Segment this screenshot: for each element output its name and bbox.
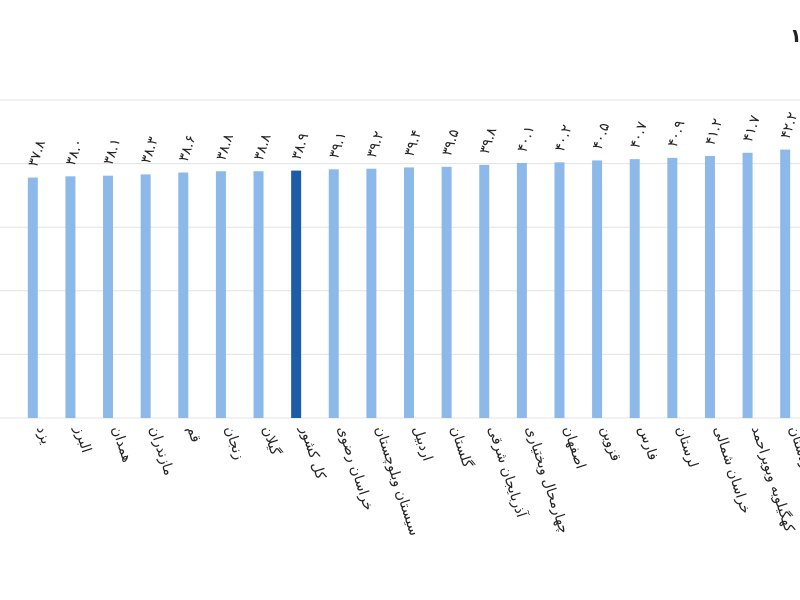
value-label: ۴۲.۲ — [778, 110, 800, 141]
value-label: ۳۸.۱ — [101, 136, 125, 167]
x-tick-label: خراسان رضوی — [334, 424, 376, 512]
value-label: ۳۸.۰ — [63, 137, 87, 168]
x-tick-label: گلستان — [447, 424, 476, 470]
x-tick-label: کردستان — [785, 424, 800, 478]
value-label: ۴۱.۷ — [740, 113, 764, 144]
value-label: ۴۰.۹ — [665, 118, 689, 149]
chart-title: سالانه کالاها و خدمات مصرفی خانوارهای کش… — [790, 25, 800, 47]
bar — [103, 175, 114, 418]
value-label: ۳۹.۱ — [326, 130, 350, 161]
bar — [27, 177, 38, 418]
value-label: ۳۸.۳ — [138, 135, 162, 166]
x-tick-label: گیلان — [259, 424, 284, 458]
bar — [554, 162, 565, 418]
value-label: ۴۱.۲ — [703, 117, 727, 148]
x-tick-label: کل کشور — [296, 423, 329, 481]
bar — [479, 164, 490, 418]
bar — [291, 170, 302, 418]
x-tick-label: مازندران — [146, 424, 177, 477]
value-label: ۳۹.۸ — [477, 125, 501, 156]
bar — [667, 157, 678, 418]
value-label: ۳۹.۴ — [402, 128, 426, 159]
x-tick-label: یزد — [33, 424, 54, 446]
bar — [441, 166, 452, 418]
value-label: ۴۰.۲ — [552, 123, 576, 154]
bar — [780, 149, 791, 418]
bar — [253, 171, 264, 418]
bar — [516, 162, 527, 418]
value-label: ۳۸.۶ — [176, 133, 200, 164]
value-label: ۳۸.۸ — [251, 131, 275, 162]
bar — [629, 159, 640, 418]
bar — [215, 171, 226, 418]
bar — [65, 176, 76, 418]
x-tick-label: قزوین — [597, 424, 623, 463]
bar — [140, 174, 151, 418]
x-tick-label: البرز — [70, 423, 94, 454]
x-tick-label: فارس — [635, 424, 661, 462]
bar — [366, 168, 377, 418]
value-label: ۳۷.۸ — [25, 138, 49, 169]
bar — [742, 152, 753, 418]
x-tick-label: خراسان شمالی — [710, 424, 753, 516]
bar — [404, 167, 414, 418]
bar — [178, 172, 189, 418]
x-tick-label: همدان — [108, 424, 135, 464]
value-label: ۳۹.۵ — [439, 127, 463, 158]
x-tick-label: لرستان — [673, 424, 701, 469]
x-tick-label: اصفهان — [560, 424, 589, 471]
value-label: ۳۸.۸ — [213, 131, 237, 162]
value-label: ۳۹.۲ — [364, 129, 388, 160]
value-label: ۴۰.۱ — [514, 124, 538, 155]
x-tick-label: قم — [183, 424, 203, 444]
value-label: ۴۰.۵ — [590, 121, 614, 152]
bar — [328, 169, 339, 418]
x-tick-label: اردبیل — [409, 424, 435, 463]
value-label: ۳۸.۹ — [289, 131, 313, 162]
value-label: ۴۰.۷ — [627, 119, 651, 150]
bar — [704, 155, 715, 418]
x-tick-label: زنجان — [221, 424, 247, 462]
bar — [592, 160, 603, 419]
x-tick-label: آذربایجان شرقی — [484, 424, 530, 520]
